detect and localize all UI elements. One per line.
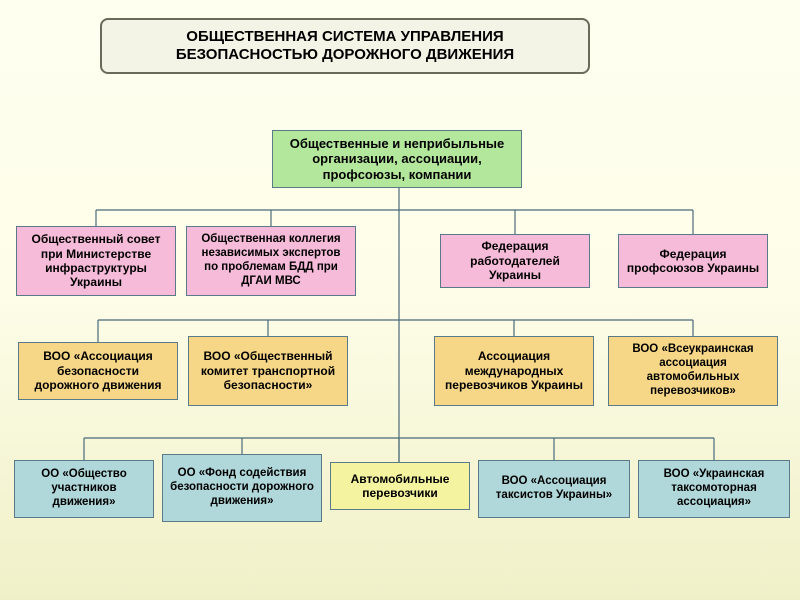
diagram-title: ОБЩЕСТВЕННАЯ СИСТЕМА УПРАВЛЕНИЯ БЕЗОПАСН…: [100, 18, 590, 74]
node-row3-1: ОО «Общество участников движения»: [14, 460, 154, 518]
node-row2-2: ВОО «Общественный комитет транспортной б…: [188, 336, 348, 406]
node-row1-4: Федерация профсоюзов Украины: [618, 234, 768, 288]
node-row3-3: Автомобильные перевозчики: [330, 462, 470, 510]
node-row1-2: Общественная коллегия независимых экспер…: [186, 226, 356, 296]
node-row2-4: ВОО «Всеукраинская ассоциация автомобиль…: [608, 336, 778, 406]
node-row3-5: ВОО «Украинская таксомоторная ассоциация…: [638, 460, 790, 518]
node-row2-3: Ассоциация международных перевозчиков Ук…: [434, 336, 594, 406]
node-row3-4: ВОО «Ассоциация таксистов Украины»: [478, 460, 630, 518]
node-row2-1: ВОО «Ассоциация безопасности дорожного д…: [18, 342, 178, 400]
root-node: Общественные и неприбыльные организации,…: [272, 130, 522, 188]
node-row1-3: Федерация работодателей Украины: [440, 234, 590, 288]
node-row3-2: ОО «Фонд содействия безопасности дорожно…: [162, 454, 322, 522]
node-row1-1: Общественный совет при Министерстве инфр…: [16, 226, 176, 296]
